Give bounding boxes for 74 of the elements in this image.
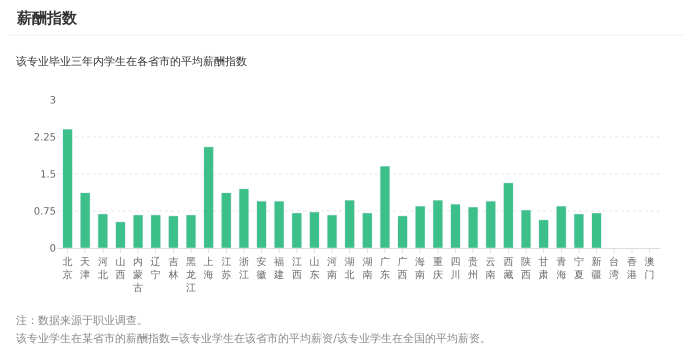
x-tick-label: 广东 — [380, 256, 390, 281]
bar — [115, 222, 126, 248]
x-tick-label: 江西 — [292, 256, 302, 281]
x-tick-label: 山东 — [309, 256, 320, 281]
x-tick-label: 江苏 — [221, 256, 232, 281]
x-tick-label: 河南 — [327, 256, 338, 281]
x-tick-label: 澳门 — [644, 256, 654, 281]
bar — [574, 214, 584, 248]
x-tick-label: 黑龙江 — [186, 257, 196, 294]
x-tick-label: 天津 — [80, 257, 90, 281]
x-tick-label: 湖北 — [344, 256, 355, 281]
bar — [450, 204, 461, 248]
bar — [415, 206, 426, 248]
x-tick-label: 云南 — [486, 257, 496, 281]
y-tick-label: 3 — [50, 96, 56, 106]
x-tick-label: 甘肃 — [538, 256, 549, 281]
x-tick-label: 河北 — [98, 256, 108, 281]
bar — [432, 200, 443, 248]
chart-subtitle: 该专业毕业三年内学生在各省市的平均薪酬指数 — [16, 55, 247, 68]
x-tick-label: 重庆 — [432, 256, 443, 281]
bar — [256, 200, 267, 248]
x-tick-label: 湖南 — [362, 256, 372, 281]
x-tick-label: 四川 — [450, 257, 460, 281]
bar — [309, 212, 320, 248]
bar — [538, 220, 549, 248]
x-tick-label: 北京 — [62, 256, 73, 281]
bar — [380, 166, 390, 248]
x-tick-label: 陕西 — [521, 256, 531, 281]
bar — [520, 210, 532, 248]
bar — [186, 214, 196, 248]
bar — [221, 192, 232, 248]
x-tick-label: 安徽 — [256, 256, 267, 281]
bar — [238, 188, 249, 248]
bar — [133, 214, 144, 248]
x-tick-label: 辽宁 — [150, 256, 161, 281]
chart-title: 薪酬指数 — [16, 9, 78, 27]
bar — [274, 200, 284, 248]
bar — [62, 128, 73, 248]
y-tick-label: 0.75 — [34, 206, 56, 218]
x-tick-label: 香港 — [626, 256, 637, 281]
bar — [591, 212, 602, 248]
x-tick-label: 青海 — [556, 256, 566, 281]
x-tick-label: 贵州 — [468, 256, 478, 281]
text: 注：数据来源于职业调查。 — [16, 314, 148, 327]
x-tick-label: 上海 — [204, 256, 214, 281]
bar — [292, 212, 302, 248]
bar — [362, 212, 372, 248]
y-tick-label: 1.5 — [40, 170, 56, 180]
bar — [150, 214, 161, 248]
x-tick-label: 新疆 — [592, 256, 602, 281]
x-tick-label: 浙江 — [238, 256, 249, 281]
bar — [98, 214, 108, 248]
x-tick-label: 山西 — [115, 256, 126, 281]
bar — [397, 216, 408, 248]
bar — [168, 216, 178, 248]
x-tick-label: 海南 — [415, 256, 426, 281]
bar — [468, 206, 478, 248]
bar — [204, 146, 214, 248]
bar — [486, 200, 496, 248]
x-tick-label: 宁夏 — [574, 256, 584, 281]
bar — [344, 200, 355, 248]
x-tick-label: 福建 — [273, 256, 284, 281]
x-tick-label: 广西 — [398, 256, 408, 281]
x-tick-label: 台湾 — [609, 256, 620, 281]
y-tick-label: 0 — [50, 244, 56, 254]
x-tick-label: 内蒙古 — [133, 256, 144, 294]
bar — [503, 182, 514, 248]
bar — [556, 206, 566, 248]
text: 该专业学生在某省市的薪酬指数=该专业学生在该省市的平均薪资/该专业学生在全国的平均薪资。 — [16, 332, 491, 345]
y-tick-label: 2.25 — [34, 132, 56, 144]
x-tick-label: 吉林 — [167, 256, 178, 281]
bar — [326, 214, 338, 248]
x-tick-label: 西藏 — [503, 257, 514, 281]
bar — [80, 192, 90, 248]
